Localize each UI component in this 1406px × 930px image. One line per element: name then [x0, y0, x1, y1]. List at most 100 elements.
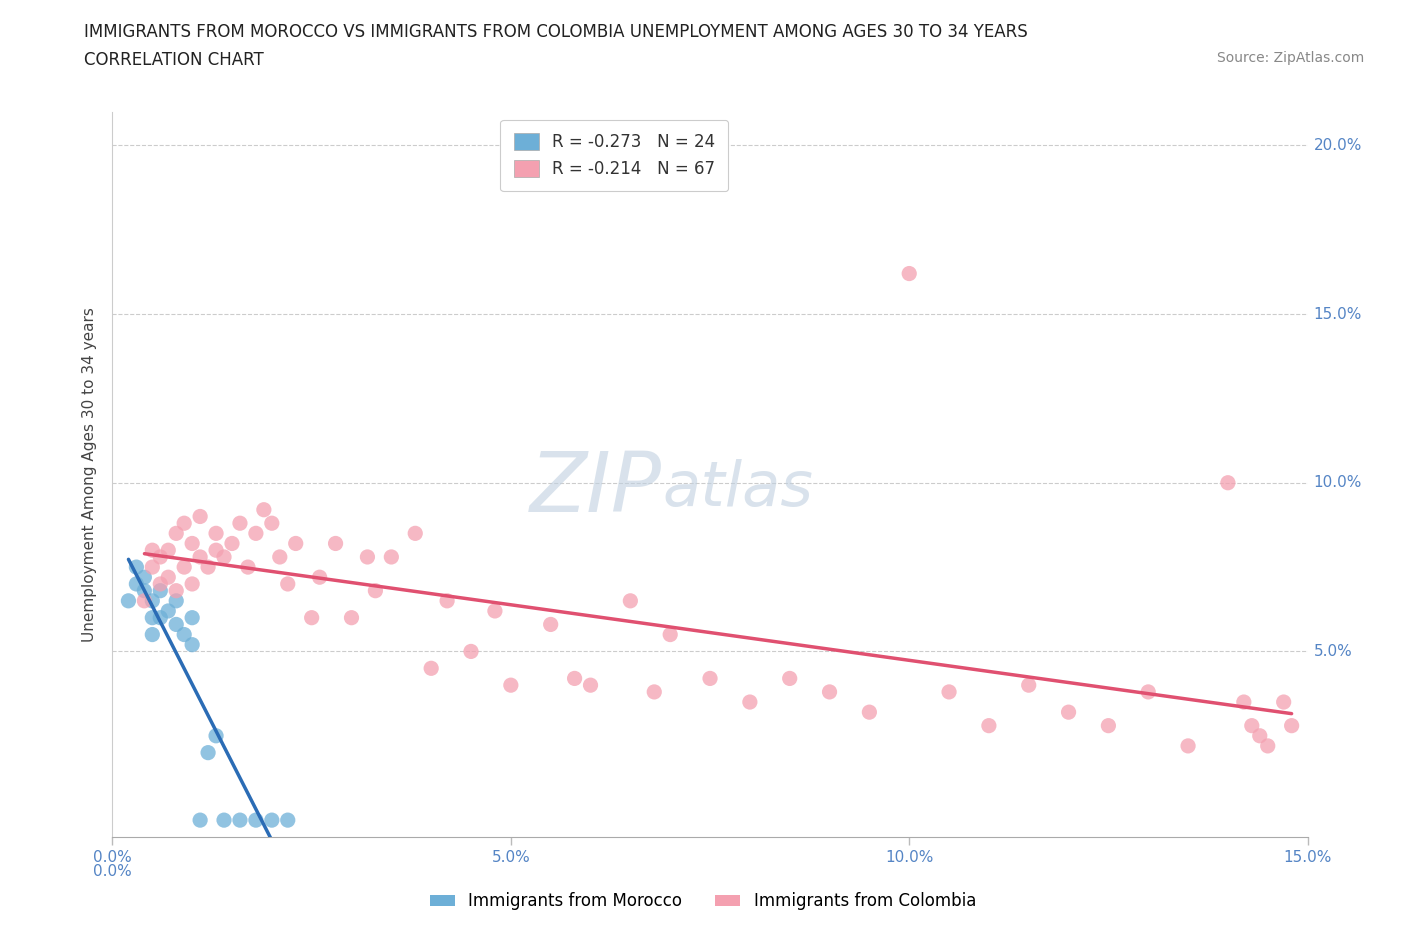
Text: atlas: atlas — [662, 458, 813, 519]
Point — [460, 644, 482, 658]
Point — [134, 583, 156, 598]
Point — [277, 813, 299, 828]
Legend: Immigrants from Morocco, Immigrants from Colombia: Immigrants from Morocco, Immigrants from… — [423, 885, 983, 917]
Point — [229, 813, 252, 828]
Point — [540, 617, 562, 631]
Point — [260, 516, 283, 531]
Point — [117, 593, 139, 608]
Point — [149, 577, 172, 591]
Point — [141, 560, 163, 575]
Point — [738, 695, 761, 710]
Text: 10.0%: 10.0% — [1313, 475, 1362, 490]
Point — [173, 627, 195, 642]
Point — [141, 543, 163, 558]
Text: 0.0%: 0.0% — [93, 864, 132, 879]
Point — [404, 525, 426, 540]
Text: ZIP: ZIP — [530, 448, 662, 529]
Text: IMMIGRANTS FROM MOROCCO VS IMMIGRANTS FROM COLOMBIA UNEMPLOYMENT AMONG AGES 30 T: IMMIGRANTS FROM MOROCCO VS IMMIGRANTS FR… — [84, 23, 1028, 41]
Point — [1249, 728, 1271, 743]
Point — [165, 593, 187, 608]
Point — [779, 671, 801, 685]
Point — [141, 610, 163, 625]
Point — [221, 536, 243, 551]
Point — [499, 678, 522, 693]
Point — [699, 671, 721, 685]
Point — [165, 617, 187, 631]
Point — [858, 705, 880, 720]
Point — [436, 593, 458, 608]
Point — [1233, 695, 1256, 710]
Text: CORRELATION CHART: CORRELATION CHART — [84, 51, 264, 69]
Text: Source: ZipAtlas.com: Source: ZipAtlas.com — [1216, 51, 1364, 65]
Point — [188, 550, 211, 565]
Legend: R = -0.273   N = 24, R = -0.214   N = 67: R = -0.273 N = 24, R = -0.214 N = 67 — [501, 120, 728, 192]
Point — [643, 684, 665, 699]
Point — [284, 536, 307, 551]
Point — [149, 610, 172, 625]
Point — [149, 550, 172, 565]
Point — [197, 745, 219, 760]
Point — [205, 543, 228, 558]
Point — [1240, 718, 1263, 733]
Point — [1216, 475, 1239, 490]
Point — [205, 728, 228, 743]
Point — [1018, 678, 1040, 693]
Point — [181, 536, 204, 551]
Point — [212, 550, 235, 565]
Point — [188, 813, 211, 828]
Point — [245, 525, 267, 540]
Point — [165, 583, 187, 598]
Point — [1272, 695, 1295, 710]
Point — [165, 525, 187, 540]
Point — [260, 813, 283, 828]
Point — [197, 560, 219, 575]
Point — [229, 516, 252, 531]
Point — [818, 684, 841, 699]
Point — [181, 610, 204, 625]
Point — [141, 627, 163, 642]
Point — [134, 593, 156, 608]
Point — [181, 577, 204, 591]
Point — [977, 718, 1000, 733]
Point — [564, 671, 586, 685]
Point — [1281, 718, 1303, 733]
Point — [1057, 705, 1080, 720]
Text: 20.0%: 20.0% — [1313, 138, 1362, 153]
Point — [619, 593, 641, 608]
Point — [188, 509, 211, 524]
Point — [579, 678, 602, 693]
Point — [157, 570, 180, 585]
Point — [308, 570, 330, 585]
Point — [236, 560, 259, 575]
Point — [340, 610, 363, 625]
Point — [484, 604, 506, 618]
Point — [1257, 738, 1279, 753]
Point — [212, 813, 235, 828]
Point — [364, 583, 387, 598]
Point — [173, 560, 195, 575]
Point — [125, 560, 148, 575]
Point — [277, 577, 299, 591]
Point — [659, 627, 682, 642]
Point — [149, 583, 172, 598]
Point — [420, 661, 443, 676]
Point — [325, 536, 347, 551]
Point — [181, 637, 204, 652]
Point — [380, 550, 402, 565]
Point — [1177, 738, 1199, 753]
Point — [301, 610, 323, 625]
Point — [205, 525, 228, 540]
Text: 15.0%: 15.0% — [1313, 307, 1362, 322]
Point — [1137, 684, 1160, 699]
Point — [938, 684, 960, 699]
Y-axis label: Unemployment Among Ages 30 to 34 years: Unemployment Among Ages 30 to 34 years — [82, 307, 97, 642]
Point — [157, 543, 180, 558]
Point — [125, 577, 148, 591]
Point — [157, 604, 180, 618]
Point — [141, 593, 163, 608]
Point — [356, 550, 378, 565]
Point — [1097, 718, 1119, 733]
Text: 5.0%: 5.0% — [1313, 644, 1353, 659]
Point — [245, 813, 267, 828]
Point — [269, 550, 291, 565]
